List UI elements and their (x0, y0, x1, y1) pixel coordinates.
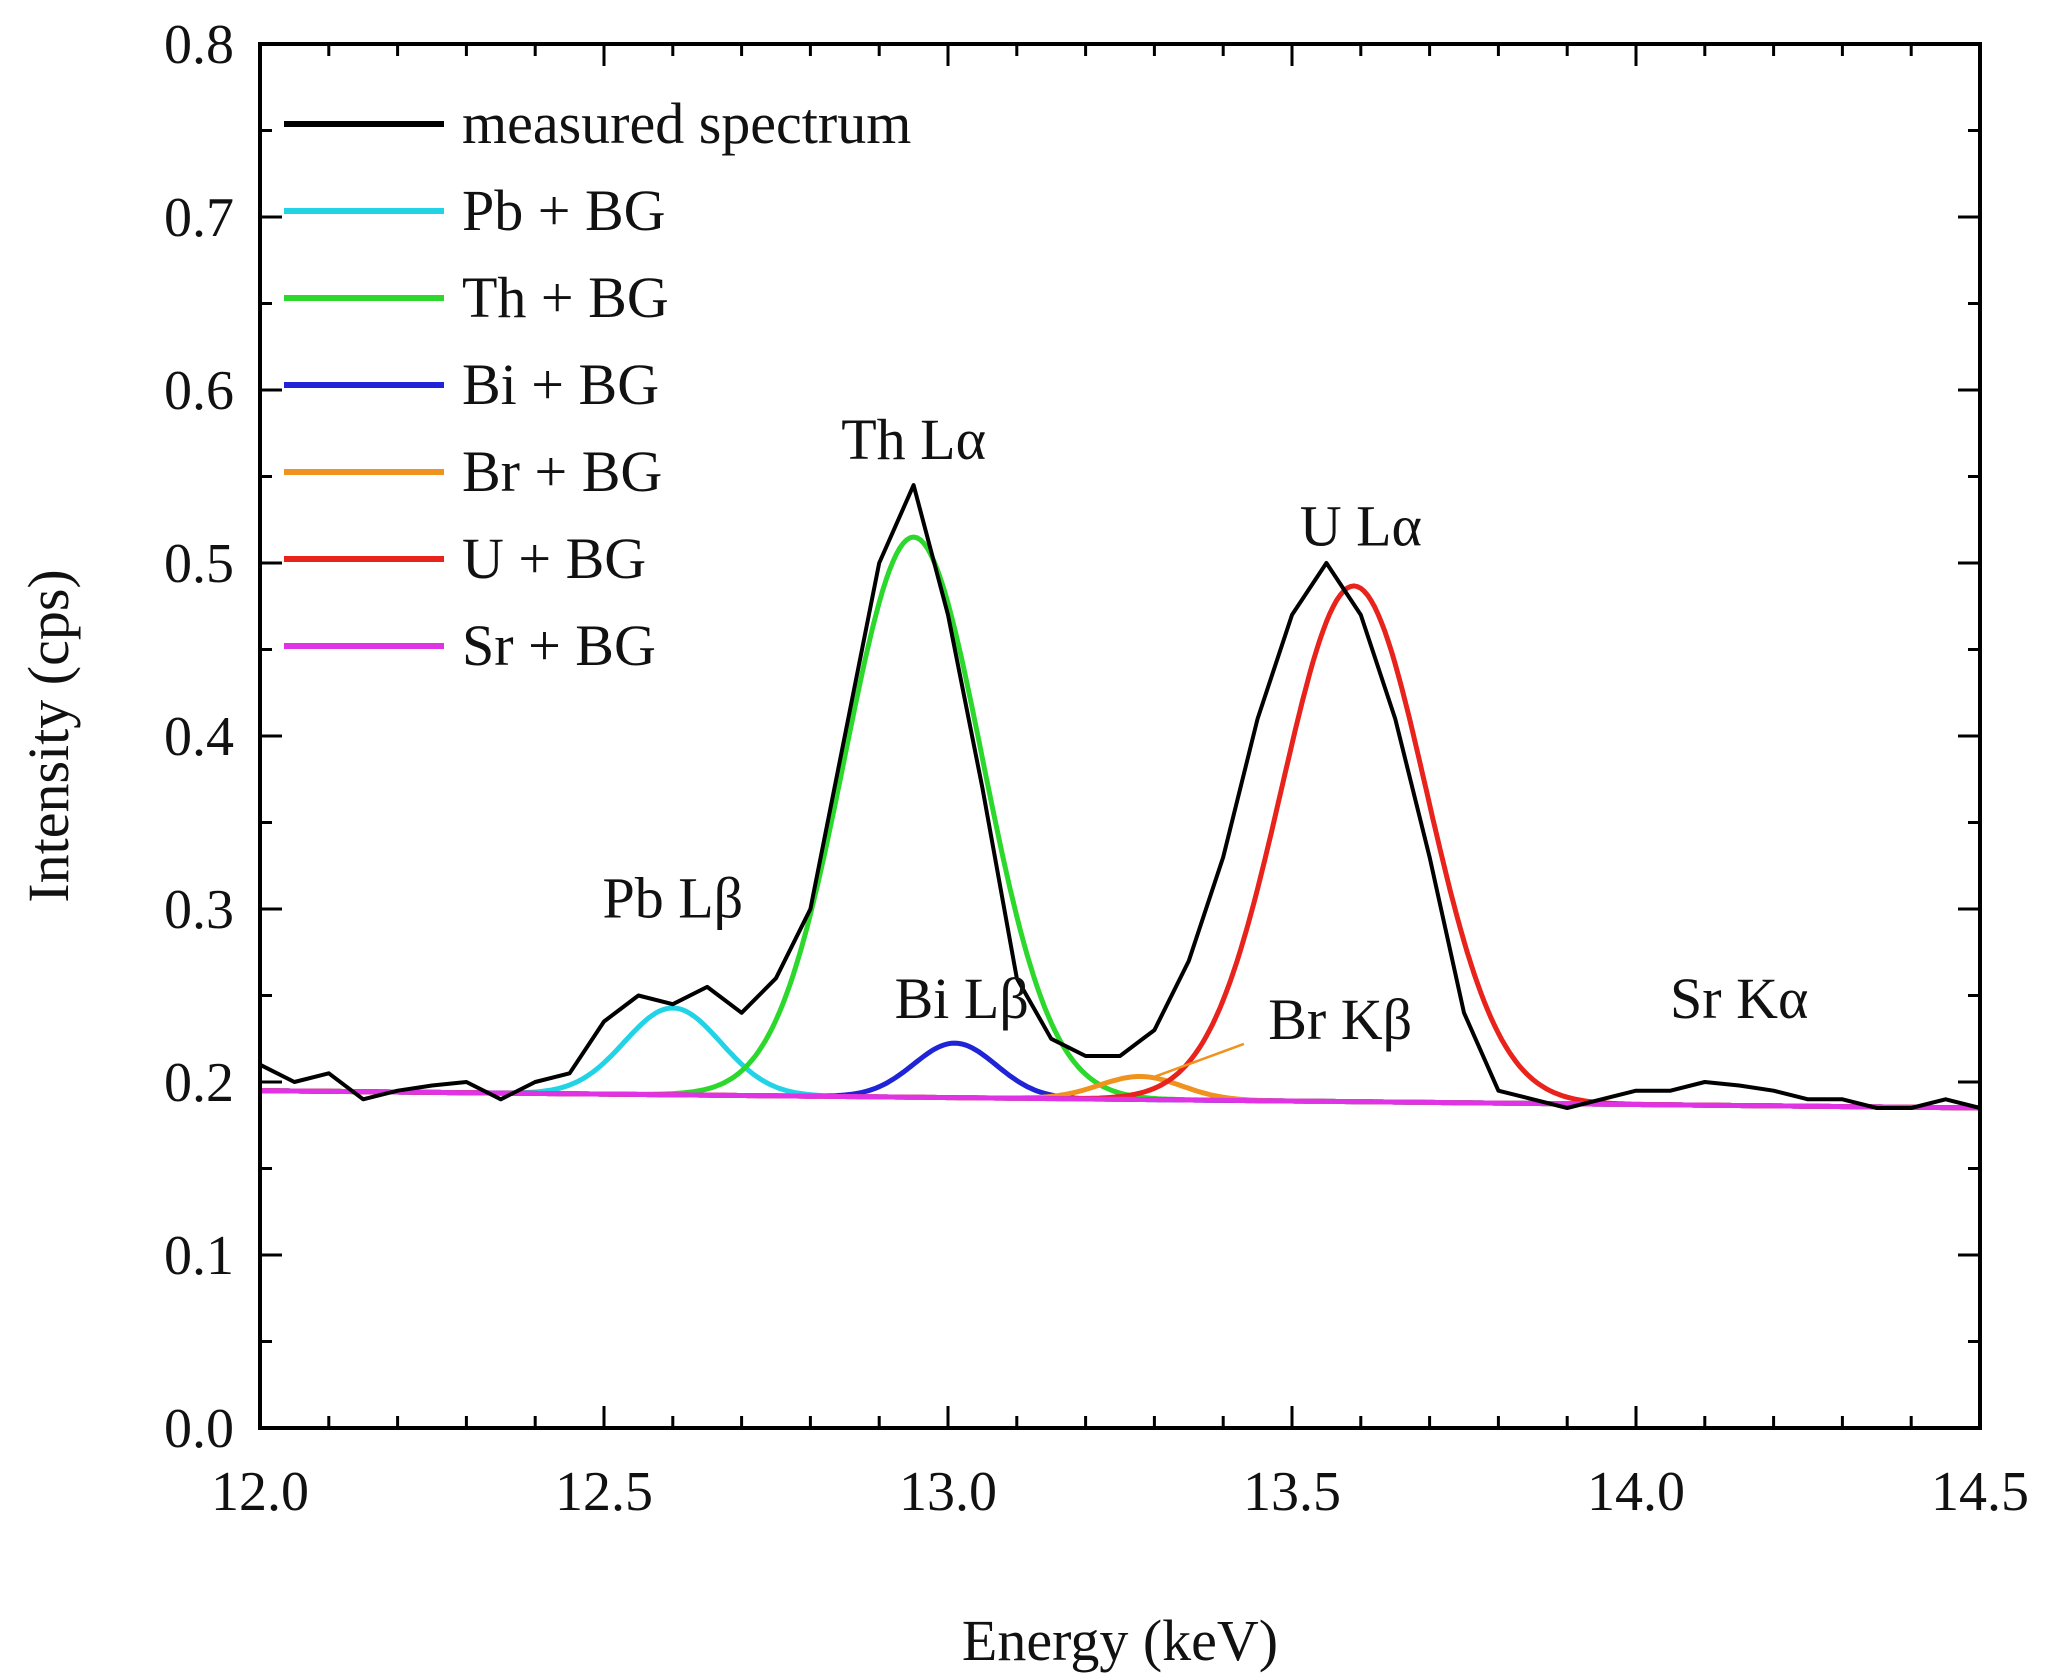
y-tick-label: 0.3 (164, 879, 234, 941)
peak-label: Sr Kα (1670, 966, 1808, 1031)
legend-label: U + BG (462, 526, 646, 591)
legend-label: Th + BG (462, 265, 669, 330)
x-tick-label: 13.0 (899, 1461, 997, 1523)
br-leader-line (1153, 1042, 1245, 1078)
peak-label: Br Kβ (1268, 987, 1412, 1052)
peak-label: U Lα (1300, 494, 1422, 559)
y-tick-label: 0.0 (164, 1398, 234, 1460)
plot-frame (258, 42, 1982, 1430)
legend-label: measured spectrum (462, 91, 911, 156)
legend: measured spectrum Pb + BG Th + BG Bi + BG Br… (284, 91, 911, 678)
series-line-6 (260, 1088, 1981, 1111)
x-tick-label: 12.5 (555, 1461, 653, 1523)
y-tick-label: 0.6 (164, 360, 234, 422)
y-tick-label: 0.5 (164, 533, 234, 595)
legend-label: Pb + BG (462, 178, 666, 243)
y-tick-label: 0.2 (164, 1052, 234, 1114)
data-layer (259, 483, 1981, 1111)
legend-label: Br + BG (462, 439, 662, 504)
x-tick-label: 14.5 (1931, 1461, 2029, 1523)
y-tick-label: 0.7 (164, 187, 234, 249)
x-tick-label: 14.0 (1587, 1461, 1685, 1523)
y-tick-label: 0.1 (164, 1225, 234, 1287)
x-tick-label: 12.0 (211, 1461, 309, 1523)
peak-label: Th Lα (841, 407, 986, 472)
x-axis-title: Energy (keV) (962, 1608, 1278, 1673)
peak-label: Pb Lβ (602, 866, 743, 931)
peak-annotations: Th Lα U Lα Pb Lβ Bi Lβ Br Kβ Sr Kα (602, 407, 1808, 1052)
y-axis-title: Intensity (cps) (16, 569, 81, 902)
y-tick-label: 0.8 (164, 14, 234, 76)
measured-spectrum-line (259, 483, 1981, 1110)
y-tick-label: 0.4 (164, 706, 234, 768)
peak-label: Bi Lβ (895, 966, 1029, 1031)
axes: 12.0 12.5 13.0 13.5 14.0 14.5 0.0 0.1 0.2 0.3 0.4 0… (16, 14, 2029, 1673)
x-tick-label: 13.5 (1243, 1461, 1341, 1523)
legend-label: Bi + BG (462, 352, 659, 417)
legend-label: Sr + BG (462, 613, 656, 678)
